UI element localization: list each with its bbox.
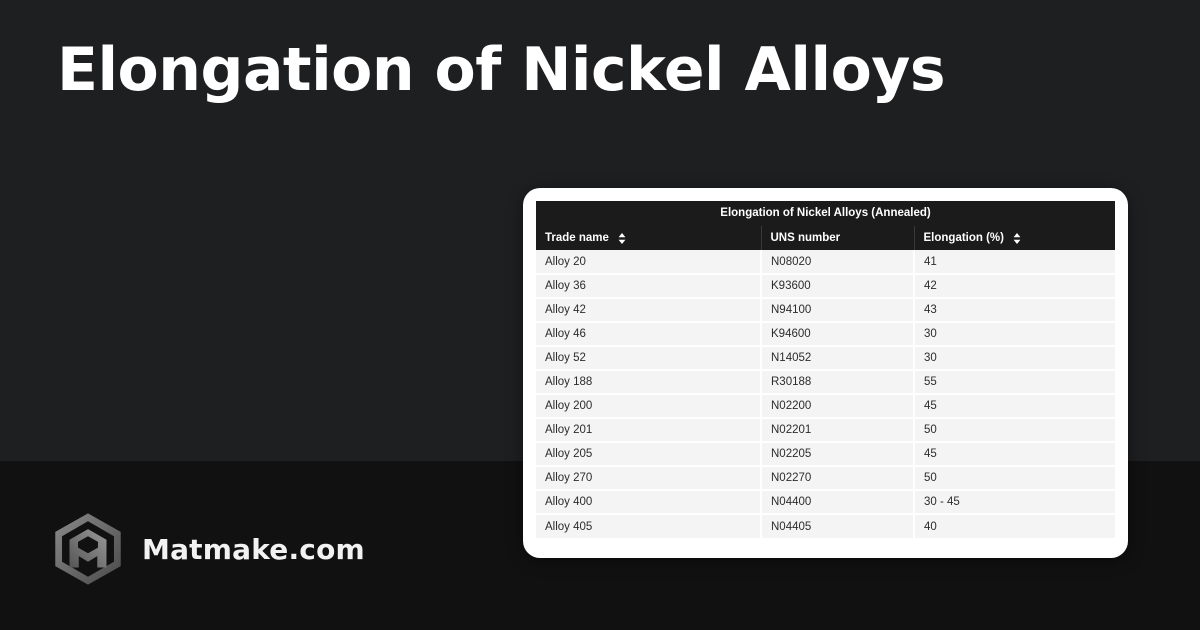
cell-uns-number: N02201 <box>761 418 915 443</box>
cell-trade-name: Alloy 270 <box>536 466 762 491</box>
table-caption: Elongation of Nickel Alloys (Annealed) <box>536 201 1115 226</box>
cell-elongation: 30 <box>914 346 1115 371</box>
cell-uns-number: N94100 <box>761 298 915 323</box>
table-row: Alloy 405 N04405 40 <box>536 514 1115 538</box>
table-row: Alloy 46 K94600 30 <box>536 322 1115 347</box>
cell-uns-number: N08020 <box>761 250 915 275</box>
cell-trade-name: Alloy 52 <box>536 346 762 371</box>
cell-uns-number: N14052 <box>761 346 915 371</box>
brand-footer: Matmake.com <box>52 512 365 586</box>
cell-elongation: 30 <box>914 322 1115 347</box>
cell-uns-number: N02205 <box>761 442 915 467</box>
table-row: Alloy 42 N94100 43 <box>536 298 1115 323</box>
matmake-cube-m-logo-icon <box>52 512 124 586</box>
cell-elongation: 41 <box>914 250 1115 275</box>
data-table-card: Elongation of Nickel Alloys (Annealed) T… <box>523 188 1128 558</box>
brand-name: Matmake.com <box>142 532 365 566</box>
table-header-row: Trade name UNS number Elongation (%) <box>536 226 1115 250</box>
cell-uns-number: K94600 <box>761 322 915 347</box>
cell-trade-name: Alloy 188 <box>536 370 762 395</box>
cell-trade-name: Alloy 46 <box>536 322 762 347</box>
cell-uns-number: N04405 <box>761 514 915 538</box>
cell-elongation: 50 <box>914 418 1115 443</box>
cell-uns-number: R30188 <box>761 370 915 395</box>
table-row: Alloy 36 K93600 42 <box>536 274 1115 299</box>
cell-elongation: 45 <box>914 394 1115 419</box>
cell-elongation: 43 <box>914 298 1115 323</box>
cell-trade-name: Alloy 36 <box>536 274 762 299</box>
cell-uns-number: N02200 <box>761 394 915 419</box>
cell-trade-name: Alloy 20 <box>536 250 762 275</box>
table-body: Alloy 20 N08020 41 Alloy 36 K93600 42 Alloy 42… <box>536 250 1115 538</box>
column-header-elongation[interactable]: Elongation (%) <box>914 226 1115 250</box>
cell-elongation: 42 <box>914 274 1115 299</box>
table-row: Alloy 205 N02205 45 <box>536 442 1115 467</box>
table-row: Alloy 270 N02270 50 <box>536 466 1115 491</box>
cell-uns-number: K93600 <box>761 274 915 299</box>
cell-trade-name: Alloy 205 <box>536 442 762 467</box>
table-row: Alloy 20 N08020 41 <box>536 250 1115 275</box>
table-row: Alloy 400 N04400 30 - 45 <box>536 490 1115 515</box>
cell-elongation: 45 <box>914 442 1115 467</box>
cell-trade-name: Alloy 201 <box>536 418 762 443</box>
table-row: Alloy 201 N02201 50 <box>536 418 1115 443</box>
elongation-table: Elongation of Nickel Alloys (Annealed) T… <box>536 201 1115 538</box>
cell-trade-name: Alloy 42 <box>536 298 762 323</box>
column-header-trade-name[interactable]: Trade name <box>536 226 762 250</box>
cell-uns-number: N04400 <box>761 490 915 515</box>
cell-trade-name: Alloy 200 <box>536 394 762 419</box>
cell-elongation: 40 <box>914 514 1115 538</box>
cell-trade-name: Alloy 400 <box>536 490 762 515</box>
column-header-label: Elongation (%) <box>923 232 1005 244</box>
cell-uns-number: N02270 <box>761 466 915 491</box>
table-row: Alloy 200 N02200 45 <box>536 394 1115 419</box>
cell-elongation: 30 - 45 <box>914 490 1115 515</box>
cell-elongation: 50 <box>914 466 1115 491</box>
table-row: Alloy 52 N14052 30 <box>536 346 1115 371</box>
sort-icon[interactable] <box>618 233 626 245</box>
cell-trade-name: Alloy 405 <box>536 514 762 538</box>
column-header-label: UNS number <box>770 232 841 244</box>
page-title: Elongation of Nickel Alloys <box>57 35 946 105</box>
sort-icon[interactable] <box>1013 233 1021 245</box>
column-header-label: Trade name <box>545 232 609 244</box>
table-row: Alloy 188 R30188 55 <box>536 370 1115 395</box>
column-header-uns-number[interactable]: UNS number <box>761 226 915 250</box>
cell-elongation: 55 <box>914 370 1115 395</box>
